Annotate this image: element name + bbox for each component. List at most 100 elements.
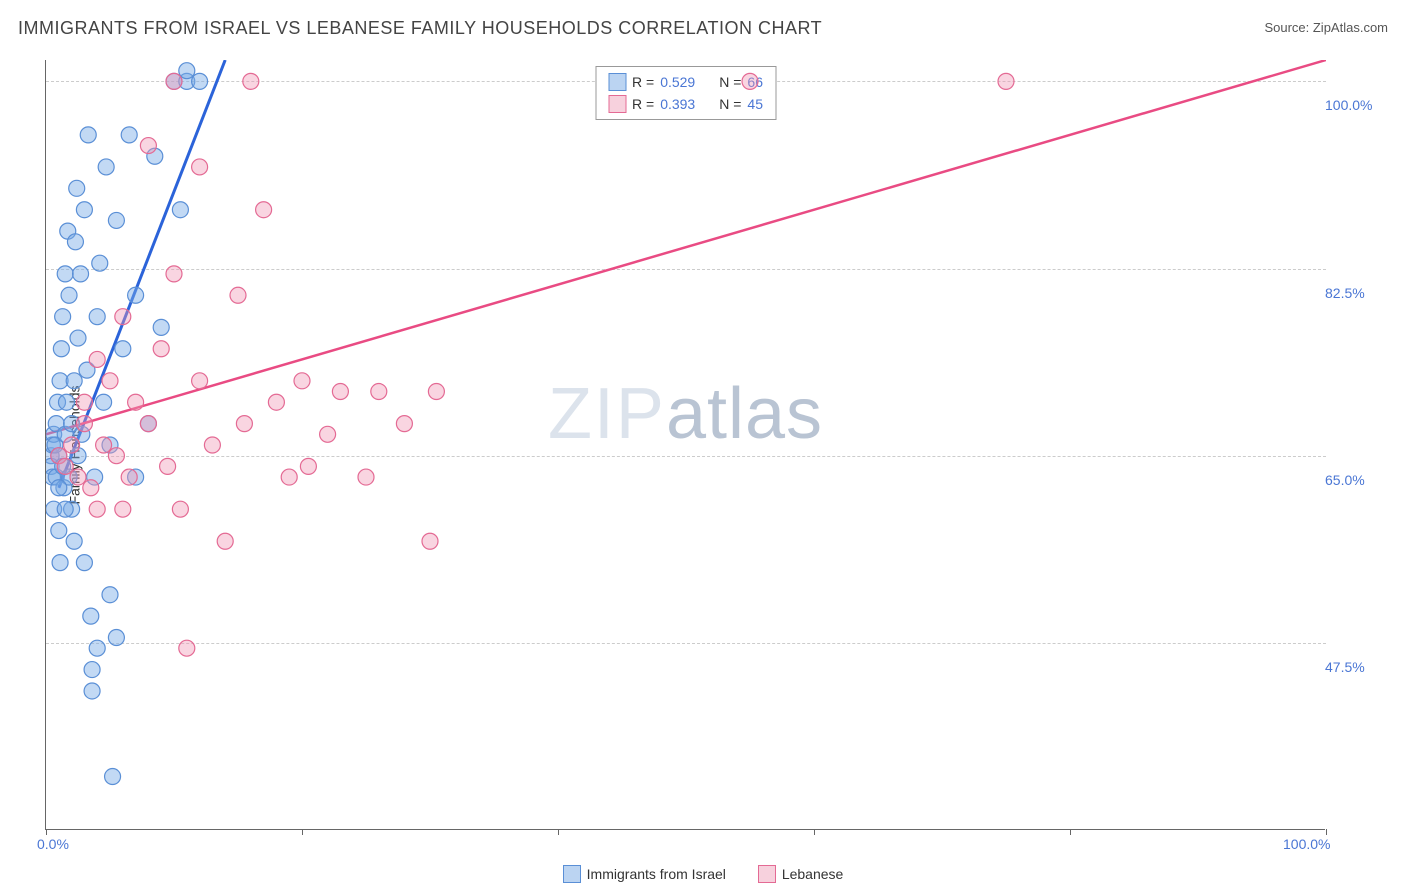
- y-tick-label: 100.0%: [1325, 97, 1381, 113]
- source-label: Source: ZipAtlas.com: [1264, 20, 1388, 35]
- point-israel: [96, 394, 112, 410]
- point-lebanese: [300, 458, 316, 474]
- scatter-svg: [46, 60, 1326, 830]
- point-israel: [83, 608, 99, 624]
- point-lebanese: [332, 384, 348, 400]
- bottom-legend-item-0: Immigrants from Israel: [563, 865, 726, 883]
- y-tick-label: 65.0%: [1325, 472, 1381, 488]
- point-lebanese: [140, 416, 156, 432]
- point-lebanese: [320, 426, 336, 442]
- point-lebanese: [192, 373, 208, 389]
- point-lebanese: [192, 159, 208, 175]
- x-tick-left: 0.0%: [37, 836, 69, 852]
- point-israel: [70, 330, 86, 346]
- point-israel: [192, 73, 208, 89]
- point-lebanese: [217, 533, 233, 549]
- point-lebanese: [76, 416, 92, 432]
- plot-area: ZIPatlas 47.5%65.0%82.5%100.0% R = 0.529…: [45, 60, 1325, 830]
- point-israel: [108, 212, 124, 228]
- point-israel: [92, 255, 108, 271]
- x-tick-right: 100.0%: [1283, 836, 1330, 852]
- point-israel: [76, 555, 92, 571]
- y-tick-label: 47.5%: [1325, 659, 1381, 675]
- point-lebanese: [115, 309, 131, 325]
- point-lebanese: [89, 501, 105, 517]
- plot-wrapper: Family Households ZIPatlas 47.5%65.0%82.…: [45, 60, 1385, 830]
- point-israel: [73, 266, 89, 282]
- point-israel: [80, 127, 96, 143]
- point-lebanese: [358, 469, 374, 485]
- trendline-lebanese: [46, 60, 1326, 434]
- point-lebanese: [179, 640, 195, 656]
- point-lebanese: [268, 394, 284, 410]
- point-lebanese: [172, 501, 188, 517]
- point-israel: [53, 341, 69, 357]
- bottom-legend: Immigrants from Israel Lebanese: [0, 865, 1406, 886]
- y-tick-label: 82.5%: [1325, 285, 1381, 301]
- bottom-legend-label-1: Lebanese: [782, 866, 844, 882]
- point-israel: [121, 127, 137, 143]
- point-israel: [172, 202, 188, 218]
- point-israel: [89, 309, 105, 325]
- point-lebanese: [428, 384, 444, 400]
- point-israel: [84, 683, 100, 699]
- point-lebanese: [230, 287, 246, 303]
- point-israel: [55, 309, 71, 325]
- point-israel: [67, 234, 83, 250]
- point-lebanese: [422, 533, 438, 549]
- point-lebanese: [89, 351, 105, 367]
- point-israel: [61, 287, 77, 303]
- point-lebanese: [236, 416, 252, 432]
- point-lebanese: [243, 73, 259, 89]
- point-lebanese: [742, 73, 758, 89]
- point-israel: [52, 555, 68, 571]
- point-israel: [76, 202, 92, 218]
- point-israel: [89, 640, 105, 656]
- point-lebanese: [160, 458, 176, 474]
- point-israel: [57, 266, 73, 282]
- point-lebanese: [256, 202, 272, 218]
- point-lebanese: [102, 373, 118, 389]
- point-israel: [153, 319, 169, 335]
- point-lebanese: [166, 266, 182, 282]
- point-israel: [115, 341, 131, 357]
- point-lebanese: [998, 73, 1014, 89]
- point-israel: [98, 159, 114, 175]
- point-lebanese: [396, 416, 412, 432]
- point-lebanese: [281, 469, 297, 485]
- point-israel: [51, 480, 67, 496]
- point-lebanese: [294, 373, 310, 389]
- point-lebanese: [76, 394, 92, 410]
- point-israel: [128, 287, 144, 303]
- point-israel: [84, 662, 100, 678]
- point-lebanese: [108, 448, 124, 464]
- point-lebanese: [140, 138, 156, 154]
- point-israel: [69, 180, 85, 196]
- x-tick: [1326, 829, 1327, 835]
- point-lebanese: [64, 437, 80, 453]
- point-israel: [102, 587, 118, 603]
- bottom-legend-label-0: Immigrants from Israel: [587, 866, 726, 882]
- bottom-legend-swatch-pink: [758, 865, 776, 883]
- point-lebanese: [153, 341, 169, 357]
- point-israel: [179, 63, 195, 79]
- point-lebanese: [204, 437, 220, 453]
- bottom-legend-item-1: Lebanese: [758, 865, 844, 883]
- point-lebanese: [115, 501, 131, 517]
- point-israel: [66, 533, 82, 549]
- point-israel: [66, 373, 82, 389]
- chart-title: IMMIGRANTS FROM ISRAEL VS LEBANESE FAMIL…: [18, 18, 822, 38]
- point-israel: [57, 501, 73, 517]
- point-lebanese: [96, 437, 112, 453]
- point-lebanese: [57, 458, 73, 474]
- bottom-legend-swatch-blue: [563, 865, 581, 883]
- point-lebanese: [70, 469, 86, 485]
- point-lebanese: [371, 384, 387, 400]
- point-lebanese: [128, 394, 144, 410]
- point-israel: [108, 630, 124, 646]
- point-israel: [105, 769, 121, 785]
- point-lebanese: [166, 73, 182, 89]
- point-israel: [58, 394, 74, 410]
- point-lebanese: [121, 469, 137, 485]
- point-lebanese: [83, 480, 99, 496]
